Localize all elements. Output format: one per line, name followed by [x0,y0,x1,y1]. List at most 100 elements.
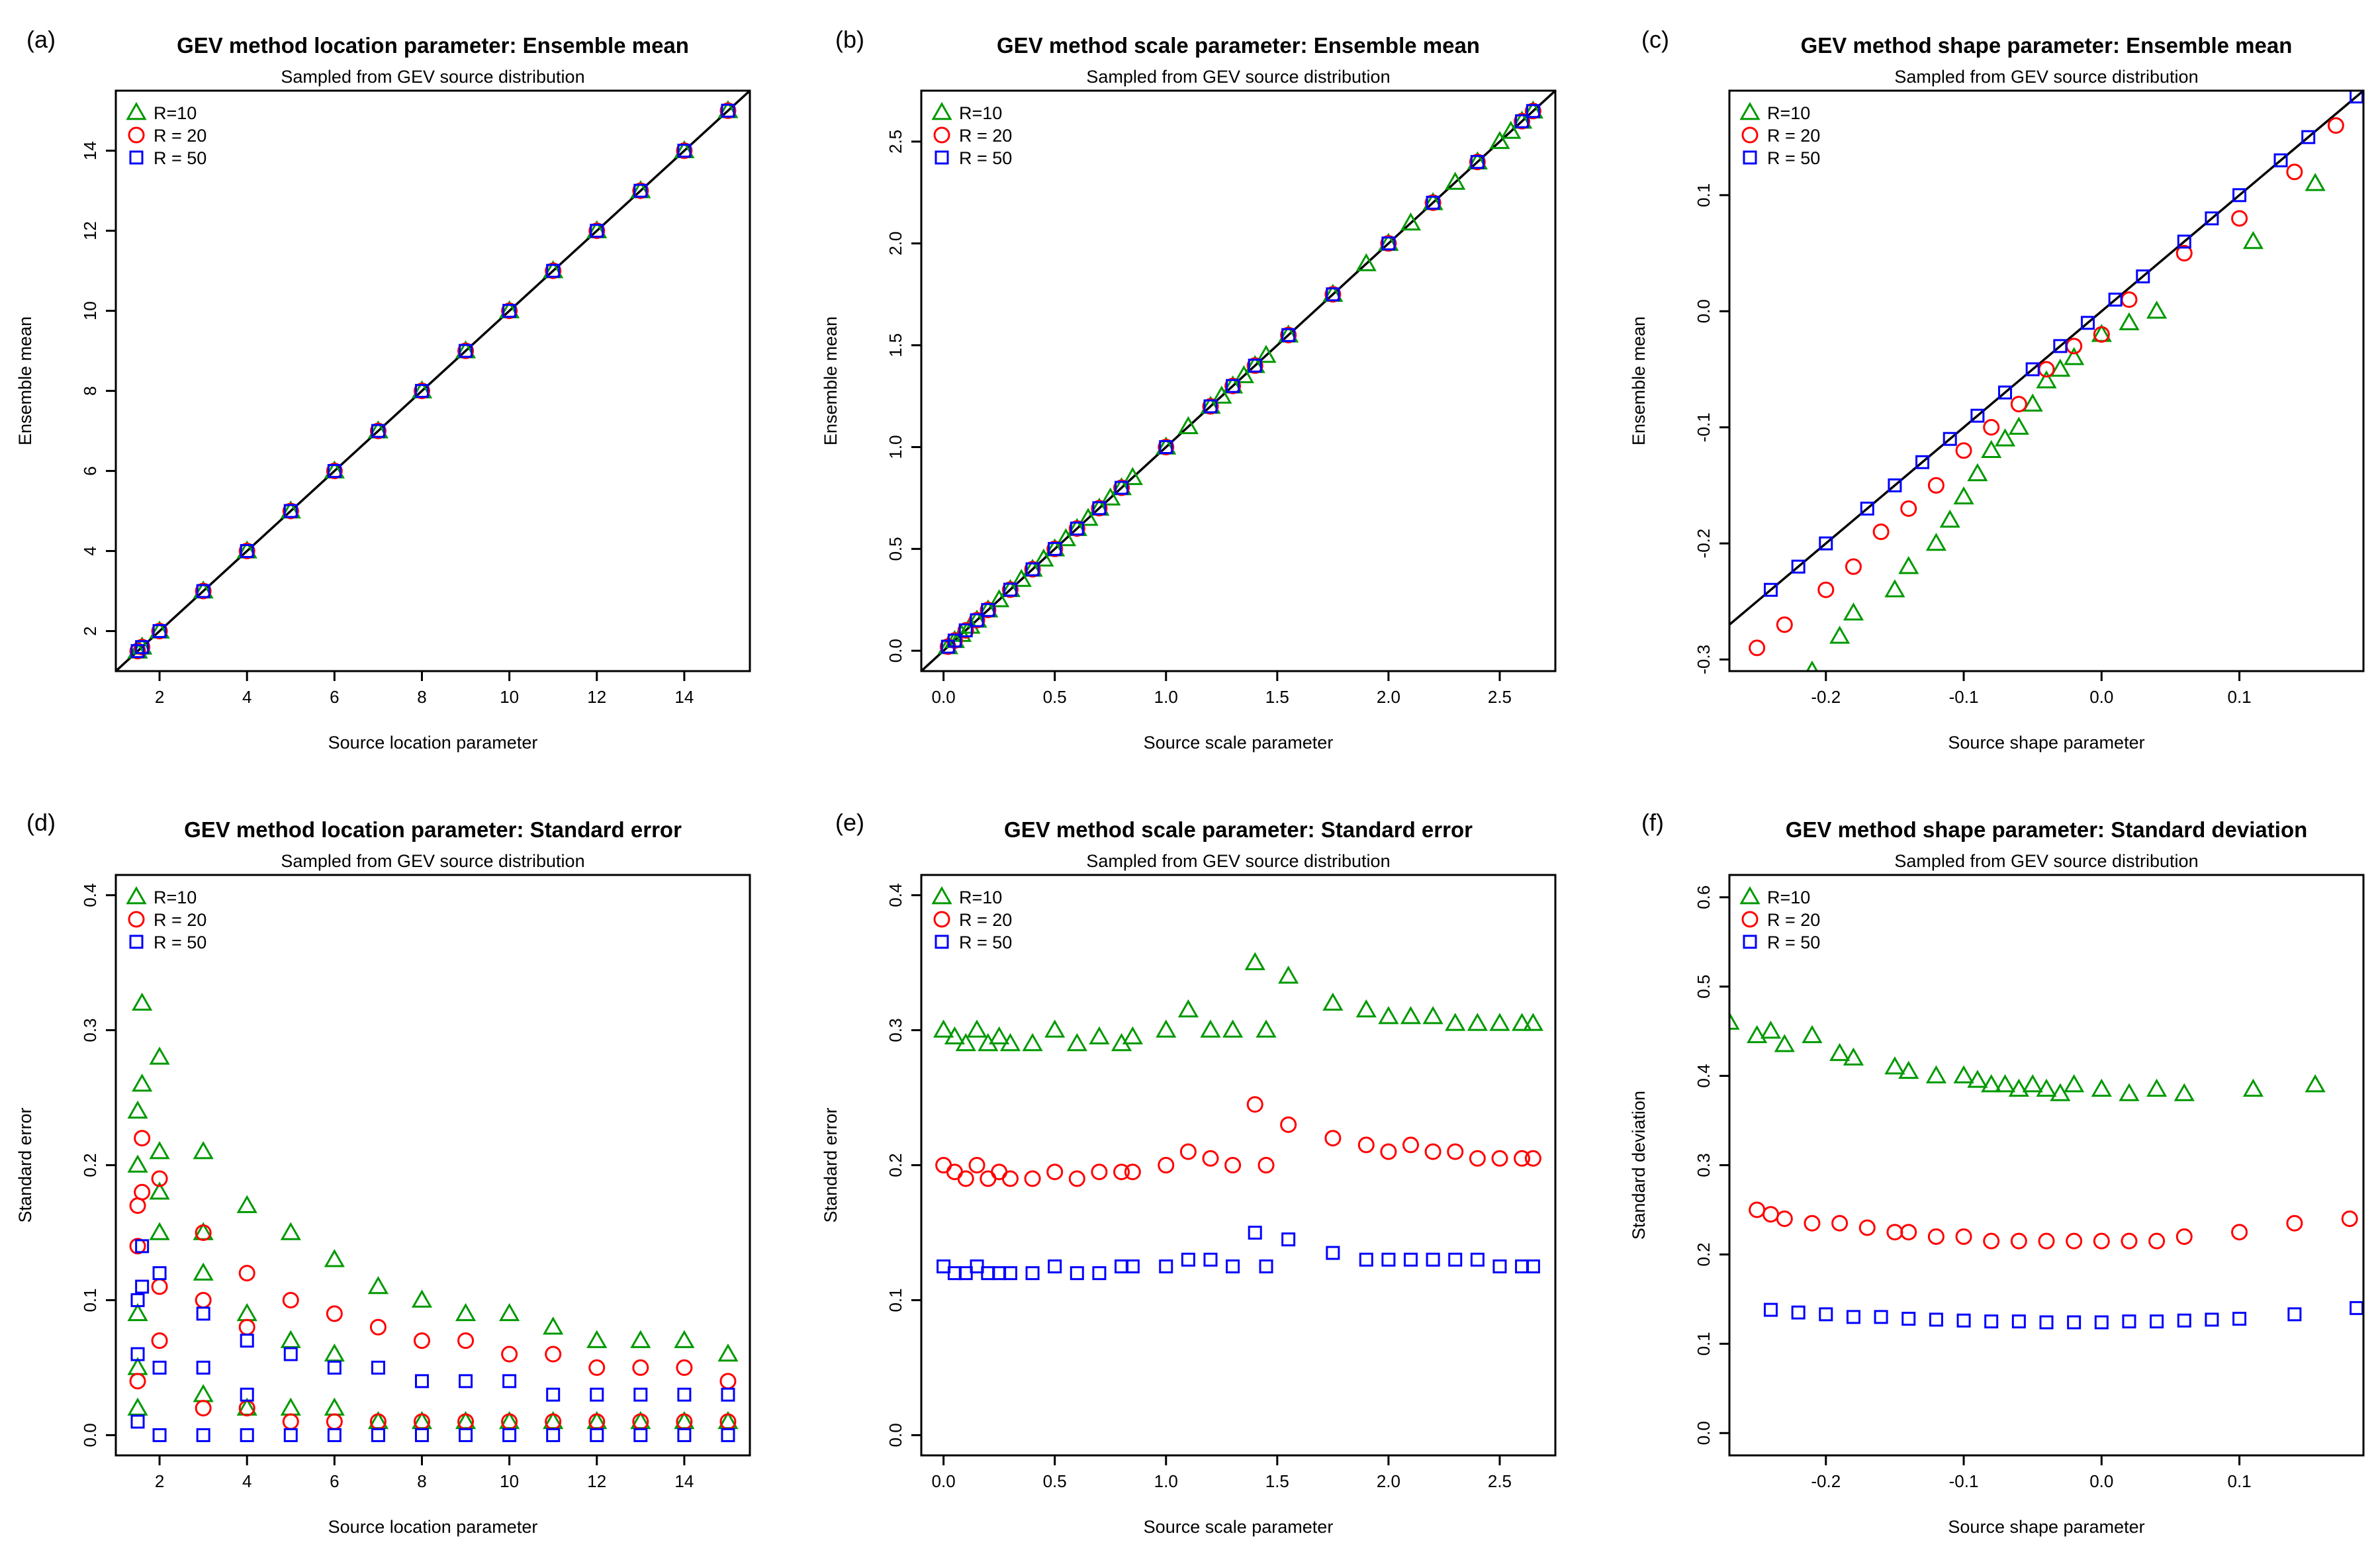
y-axis-label: Ensemble mean [15,316,35,445]
data-point [283,504,298,518]
data-point [196,584,210,598]
y-tick-label: 0.2 [1694,1242,1714,1266]
data-point [1953,486,1974,505]
data-point [135,1239,150,1254]
data-point [283,1347,298,1361]
x-tick-label: -0.2 [1811,687,1841,707]
data-point [2066,1232,2083,1250]
legend-marker [126,886,147,905]
data-point [1070,522,1084,536]
data-point [1998,385,2013,400]
data-point [129,1197,146,1214]
data-point [1259,1259,1273,1273]
x-tick-label: 0.5 [1043,1471,1067,1491]
panel-f: (f) GEV method shape parameter: Standard … [1629,809,2365,1537]
data-point [1159,1259,1173,1273]
y-tick-label: 2 [80,626,100,635]
reference-line [116,91,750,671]
data-point [1280,1116,1297,1133]
data-point [958,623,973,637]
data-point [371,1428,385,1442]
series-1 [935,1096,1541,1187]
data-point [2341,1210,2358,1227]
data-point [240,544,254,559]
data-point [2121,1232,2138,1250]
plot-frame [920,89,1557,672]
data-point [989,1026,1010,1044]
series-1 [129,1130,737,1430]
data-point [2094,1315,2109,1330]
data-point [1211,385,1232,404]
x-tick-label: 6 [330,687,339,707]
data-point [1898,1060,1919,1079]
data-point [1122,467,1143,485]
chart-title: GEV method shape parameter: Ensemble mea… [1801,33,2293,58]
data-point [1070,1266,1084,1281]
data-point [1422,1006,1443,1025]
data-point [459,1374,473,1389]
data-point [2093,1232,2110,1250]
data-point [958,1266,973,1281]
x-tick-label: -0.1 [1949,687,1979,707]
panel-label: (e) [835,809,864,836]
legend-marker [1743,935,1757,949]
data-point [149,1141,170,1160]
data-point [1760,1021,1782,1039]
x-tick-label: -0.1 [1949,1471,1979,1491]
x-tick-label: 0.5 [1043,687,1067,707]
data-point [195,582,212,600]
data-point [1256,345,1277,363]
data-point [127,1397,148,1416]
data-point [1469,154,1486,171]
data-point [1359,1252,1373,1267]
x-tick-label: 0.1 [2227,1471,2251,1491]
data-point [1233,365,1254,384]
legend-label: R=10 [1767,103,1810,123]
x-tick-label: 0.0 [932,1471,956,1491]
data-point [1381,1252,1396,1267]
data-point [2205,211,2219,226]
legend-marker [931,886,952,905]
x-axis-label: Source shape parameter [1948,733,2144,753]
data-point [719,102,737,119]
data-point [2064,1074,2085,1093]
legend-label: R=10 [154,888,197,907]
x-tick-label: 2.0 [1377,687,1400,707]
data-point [1524,1150,1541,1167]
data-point [1448,1252,1463,1267]
data-point [546,1428,561,1442]
data-point [324,1397,345,1416]
data-point [1159,440,1173,455]
data-point [957,1170,974,1187]
data-point [1467,1013,1488,1031]
data-point [2150,1314,2164,1329]
data-point [1326,287,1340,302]
data-point [236,1195,257,1213]
data-point [633,183,648,198]
y-axis-label: Standard error [821,1107,841,1222]
data-point [413,383,430,400]
series-2 [130,103,735,659]
data-point [135,640,150,655]
y-tick-label: 0.4 [886,884,905,907]
data-point [1048,541,1062,556]
data-point [970,1259,984,1273]
data-point [545,1346,562,1363]
data-point [1447,1143,1464,1160]
data-point [1092,1266,1107,1281]
y-tick-label: 0.3 [1694,1153,1714,1177]
data-point [2350,1301,2363,1315]
data-point [414,1428,429,1442]
data-point [1355,999,1377,1018]
data-point [196,1306,210,1321]
y-axis-label: Standard error [15,1107,35,1222]
y-tick-label: 1.5 [886,334,905,357]
data-point [501,302,518,320]
data-point [1470,155,1485,169]
data-point [2232,188,2247,203]
plot-frame [920,874,1557,1457]
data-point [1898,556,1919,574]
data-point [127,1154,148,1173]
data-point [2010,1232,2027,1250]
chart-subtitle: Sampled from GEV source distribution [1086,851,1390,871]
